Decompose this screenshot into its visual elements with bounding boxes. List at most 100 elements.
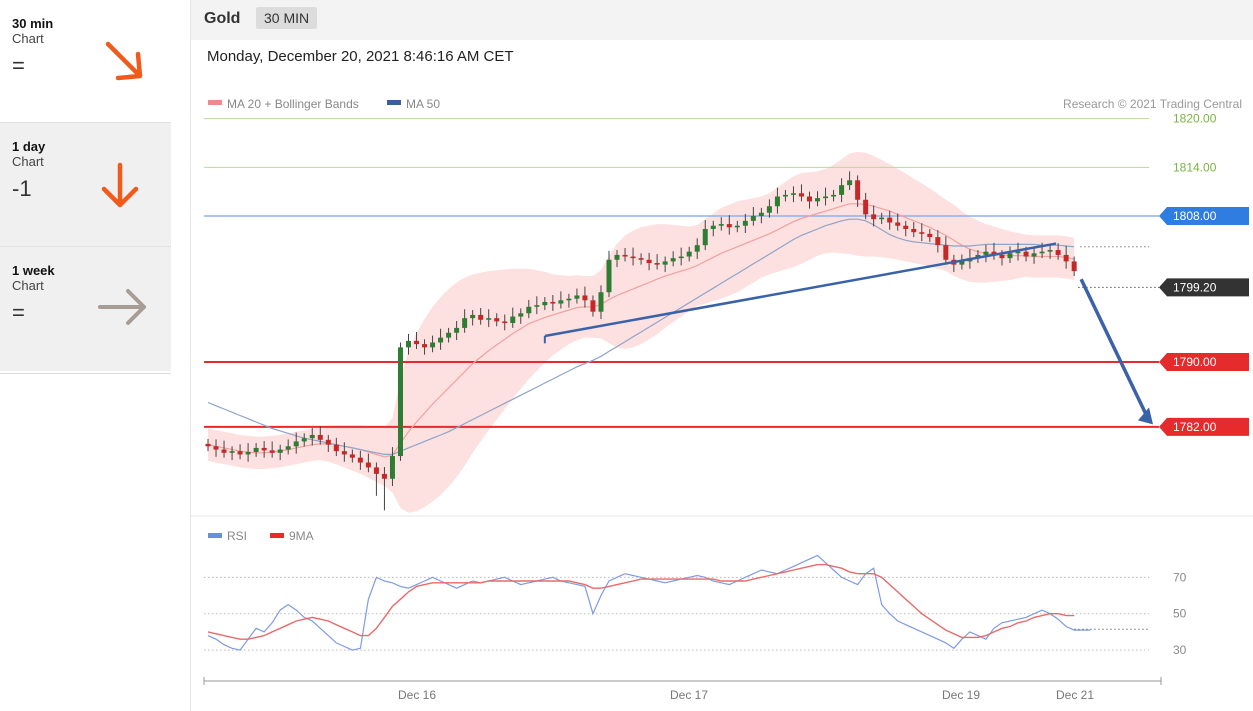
sidebar-item-1week[interactable]: 1 week Chart =	[0, 247, 171, 371]
candle-body	[454, 327, 460, 333]
candle-body	[654, 263, 660, 265]
candle-body	[943, 245, 949, 260]
legend-swatch	[208, 100, 222, 105]
sidebar-item-score: =	[12, 300, 25, 325]
candle-body	[911, 228, 917, 233]
candle-body	[333, 444, 339, 452]
x-tick-label: Dec 19	[942, 688, 980, 702]
right-arrow-icon	[98, 289, 146, 325]
timeframe-badge[interactable]: 30 MIN	[256, 7, 318, 29]
candle-body	[486, 318, 492, 320]
sidebar-item-1day[interactable]: 1 day Chart -1	[0, 123, 171, 247]
candle-body	[598, 292, 604, 312]
candle-body	[774, 196, 780, 207]
candle-body	[317, 434, 323, 440]
candle-body	[542, 301, 548, 306]
candle-body	[349, 454, 355, 458]
level-tag	[1159, 417, 1249, 436]
sidebar-item-sub: Chart	[12, 278, 44, 293]
candle-body	[285, 446, 291, 450]
candle-body	[550, 301, 556, 304]
level-label: 1820.00	[1173, 112, 1217, 126]
price-chart[interactable]: MA 20 + Bollinger Bands MA 50 Research © 2…	[191, 0, 1253, 711]
candle-body	[373, 467, 379, 474]
candle-body	[397, 347, 403, 457]
candle-body	[269, 450, 275, 453]
candle-body	[526, 306, 532, 314]
down-arrow-icon	[101, 162, 139, 208]
candle-body	[438, 337, 444, 343]
candle-body	[229, 451, 235, 453]
candle-body	[309, 434, 315, 439]
candle-body	[622, 254, 628, 257]
x-tick-label: Dec 21	[1056, 688, 1094, 702]
sidebar-item-title: 1 week	[12, 263, 55, 278]
rsi-tick-label: 30	[1173, 643, 1187, 657]
candle-body	[879, 217, 885, 220]
candle-body	[782, 194, 788, 197]
candle-body	[245, 451, 251, 455]
candle-body	[462, 318, 468, 328]
candle-body	[855, 180, 861, 200]
level-label: 1814.00	[1173, 160, 1217, 174]
candle-body	[406, 340, 411, 348]
candle-body	[927, 233, 933, 238]
candle-body	[1055, 250, 1061, 255]
sidebar-bottom-border	[0, 373, 171, 374]
level-label: 1808.00	[1173, 209, 1217, 223]
chart-panel: Gold 30 MIN Monday, December 20, 2021 8:…	[190, 0, 1253, 711]
candle-body	[959, 261, 965, 265]
candle-body	[1047, 250, 1053, 252]
sidebar-item-sub: Chart	[12, 31, 44, 46]
candle-body	[1071, 261, 1077, 272]
trend-line	[544, 242, 1057, 338]
candle-body	[758, 212, 764, 216]
rsi-tick-label: 50	[1173, 607, 1187, 621]
level-label: 1790.00	[1173, 355, 1217, 369]
sidebar-item-title: 1 day	[12, 139, 46, 154]
level-tag	[1159, 352, 1249, 371]
candle-body	[293, 441, 299, 447]
candle-body	[999, 254, 1005, 259]
candle-body	[1015, 251, 1021, 254]
candle-body	[414, 340, 420, 345]
candle-body	[253, 447, 259, 452]
candle-body	[1023, 251, 1029, 257]
candle-body	[831, 194, 837, 197]
candle-body	[237, 451, 243, 455]
candle-body	[1031, 253, 1037, 257]
candle-body	[823, 196, 829, 199]
legend-swatch	[387, 100, 401, 105]
candle-body	[566, 298, 572, 301]
candle-body	[558, 300, 564, 304]
candle-body	[718, 224, 724, 226]
candle-body	[1039, 251, 1045, 254]
candle-body	[742, 220, 748, 226]
candle-body	[478, 314, 484, 320]
candle-body	[213, 446, 219, 450]
candle-body	[205, 443, 211, 447]
candle-body	[221, 449, 227, 453]
candle-body	[1063, 254, 1069, 262]
sidebar-divider	[0, 122, 171, 123]
candle-body	[534, 305, 540, 307]
sidebar-item-score: -1	[12, 176, 32, 201]
x-tick-label: Dec 16	[398, 688, 436, 702]
timeframe-sidebar: 30 min Chart = 1 day Chart -1 1 week Cha…	[0, 0, 171, 374]
level-tag	[1159, 206, 1249, 225]
candle-body	[638, 258, 644, 260]
candle-body	[871, 214, 877, 220]
ma50-line	[207, 218, 1075, 455]
chart-header: Gold 30 MIN	[191, 0, 1253, 40]
instrument-title: Gold	[204, 10, 241, 27]
sidebar-item-30min[interactable]: 30 min Chart =	[0, 0, 171, 124]
candle-body	[357, 457, 363, 463]
candle-body	[510, 316, 516, 324]
candle-body	[686, 251, 692, 257]
candle-body	[694, 245, 700, 252]
candle-body	[582, 295, 588, 301]
candle-body	[389, 456, 395, 479]
candle-body	[887, 217, 893, 223]
sidebar-item-sub: Chart	[12, 154, 44, 169]
rsi-legend-swatch	[208, 533, 222, 538]
